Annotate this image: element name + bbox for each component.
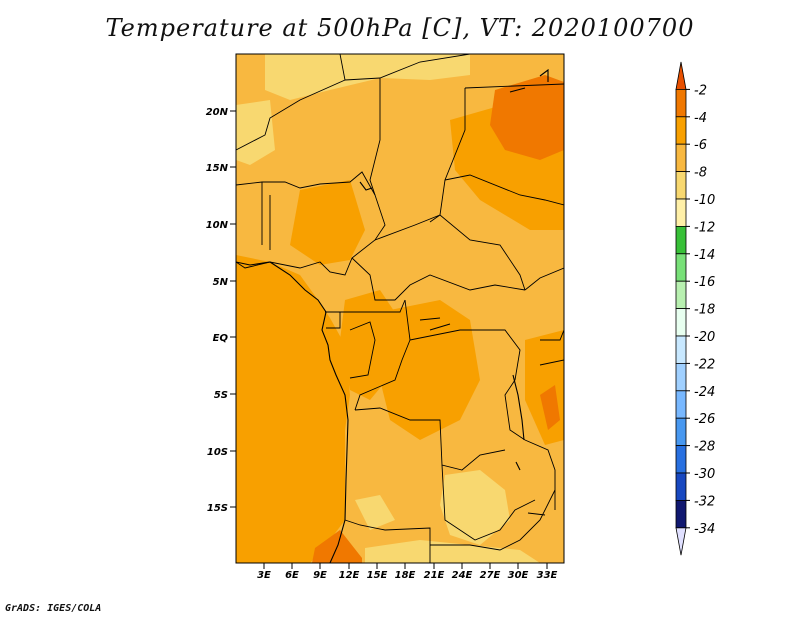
colorbar-label: -20 <box>694 330 715 345</box>
lon-label: 3E <box>257 570 271 581</box>
colorbar-swatch <box>675 198 687 227</box>
colorbar-label: -24 <box>694 385 715 400</box>
colorbar-swatch <box>675 280 687 310</box>
colorbar-label: -6 <box>694 138 707 153</box>
colorbar-swatch <box>675 527 687 556</box>
colorbar-label: -26 <box>694 412 715 427</box>
lon-label: 15E <box>367 570 388 581</box>
cool-region-northwest <box>236 100 275 165</box>
lat-axis: 20N 15N 10N 5N EQ 5S 10S 15S <box>206 107 236 514</box>
colorbar-label: -22 <box>694 357 715 372</box>
warm-region-west <box>236 255 350 563</box>
map-title: Temperature at 500hPa [C], VT: 202010070… <box>105 14 695 42</box>
warm-region-congo <box>380 300 480 440</box>
colorbar-label: -8 <box>694 166 707 181</box>
colorbar-label: -34 <box>694 522 715 537</box>
lat-label: 5N <box>213 277 229 288</box>
cool-region-zambia <box>440 470 510 545</box>
colorbar-swatch <box>675 89 687 118</box>
colorbar-swatch <box>675 445 687 474</box>
colorbar-label: -10 <box>694 193 715 208</box>
colorbar-label: -4 <box>694 111 707 126</box>
lon-label: 21E <box>424 570 445 581</box>
colorbar-label: -2 <box>694 83 707 98</box>
lon-label: 33E <box>537 570 558 581</box>
colorbar-label: -14 <box>694 248 715 263</box>
lon-label: 24E <box>452 570 473 581</box>
colorbar-label: -32 <box>694 494 715 509</box>
map-frame <box>235 53 565 564</box>
hot-region-northeast <box>490 75 564 160</box>
lat-label: 15S <box>207 503 228 514</box>
lat-label: 10N <box>206 220 229 231</box>
lon-label: 12E <box>339 570 360 581</box>
lon-label: 30E <box>508 570 529 581</box>
warm-region-north <box>290 180 365 265</box>
lat-label: 20N <box>206 107 229 118</box>
cool-region-southwest <box>355 495 395 530</box>
cool-region-north <box>265 54 470 100</box>
colorbar-swatch <box>675 390 687 419</box>
colorbar-swatch <box>675 499 687 529</box>
colorbar-label: -30 <box>694 467 715 482</box>
colorbar-label: -12 <box>694 220 715 235</box>
colorbar-label: -18 <box>694 303 715 318</box>
colorbar: -2 -4 -6 -8 -10 -12 -14 -16 -18 -20 -22 -24 -26 -28 -3… <box>675 61 715 556</box>
colorbar-swatch <box>675 362 687 392</box>
colorbar-swatch <box>675 143 687 172</box>
lon-label: 6E <box>285 570 299 581</box>
hot-region-east-africa <box>540 385 560 430</box>
lon-label: 9E <box>313 570 327 581</box>
lat-label: 5S <box>214 390 228 401</box>
colorbar-swatch <box>675 472 687 501</box>
country-borders <box>236 54 564 563</box>
cool-region-south <box>365 540 540 563</box>
lat-label: 15N <box>206 163 229 174</box>
colorbar-swatch <box>675 116 687 145</box>
colorbar-label: -16 <box>694 275 715 290</box>
lon-label: 18E <box>395 570 416 581</box>
colorbar-swatch <box>675 335 687 364</box>
colorbar-swatch <box>675 253 687 282</box>
lat-label: EQ <box>213 333 229 344</box>
lon-axis: 3E 6E 9E 12E 15E 18E 21E 24E 27E 30E 33E <box>257 563 558 581</box>
lon-label: 27E <box>480 570 501 581</box>
lat-label: 10S <box>207 447 228 458</box>
colorbar-swatch <box>675 417 687 447</box>
colorbar-swatch <box>675 308 687 337</box>
grads-credit: GrADS: IGES/COLA <box>5 603 102 614</box>
colorbar-swatch <box>675 225 687 255</box>
colorbar-label: -28 <box>694 440 715 455</box>
temperature-field <box>236 54 564 563</box>
colorbar-swatch <box>675 61 687 90</box>
coastlines <box>236 68 549 563</box>
colorbar-swatch <box>675 171 687 200</box>
